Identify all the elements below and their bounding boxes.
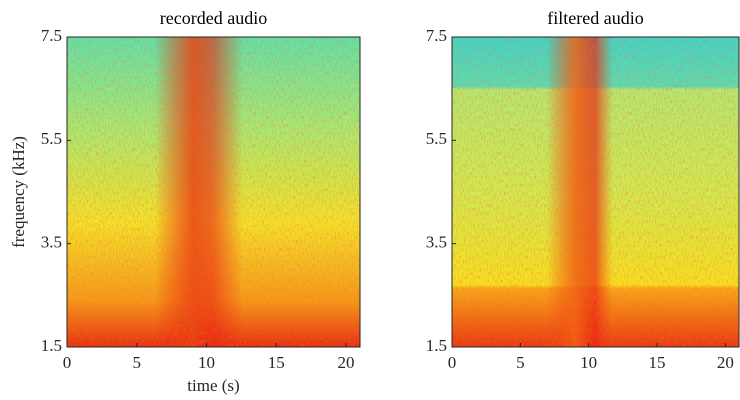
y-tick-label: 7.5 xyxy=(41,26,62,45)
axes-box xyxy=(451,36,740,348)
x-tick-label: 20 xyxy=(338,353,355,372)
x-tick-label: 10 xyxy=(580,353,597,372)
x-axis-label: time (s) xyxy=(187,376,239,395)
x-tick-label: 15 xyxy=(268,353,285,372)
x-tick-label: 10 xyxy=(198,353,215,372)
x-tick-label: 15 xyxy=(649,353,666,372)
chart-title: recorded audio xyxy=(160,8,267,28)
y-tick-label: 1.5 xyxy=(426,336,447,355)
axes-box xyxy=(66,36,361,348)
x-tick-label: 20 xyxy=(717,353,734,372)
y-tick-label: 3.5 xyxy=(41,233,62,252)
x-tick-label: 5 xyxy=(516,353,525,372)
chart-title: filtered audio xyxy=(547,8,643,28)
x-tick-label: 0 xyxy=(63,353,72,372)
spectrogram-texture xyxy=(67,37,360,347)
y-tick-label: 1.5 xyxy=(41,336,62,355)
spectrogram-texture xyxy=(452,37,739,347)
x-tick-label: 0 xyxy=(448,353,457,372)
y-tick-label: 3.5 xyxy=(426,233,447,252)
y-tick-label: 5.5 xyxy=(426,129,447,148)
y-axis-label: frequency (kHz) xyxy=(9,136,28,248)
y-tick-label: 7.5 xyxy=(426,26,447,45)
y-tick-label: 5.5 xyxy=(41,129,62,148)
x-tick-label: 5 xyxy=(133,353,142,372)
